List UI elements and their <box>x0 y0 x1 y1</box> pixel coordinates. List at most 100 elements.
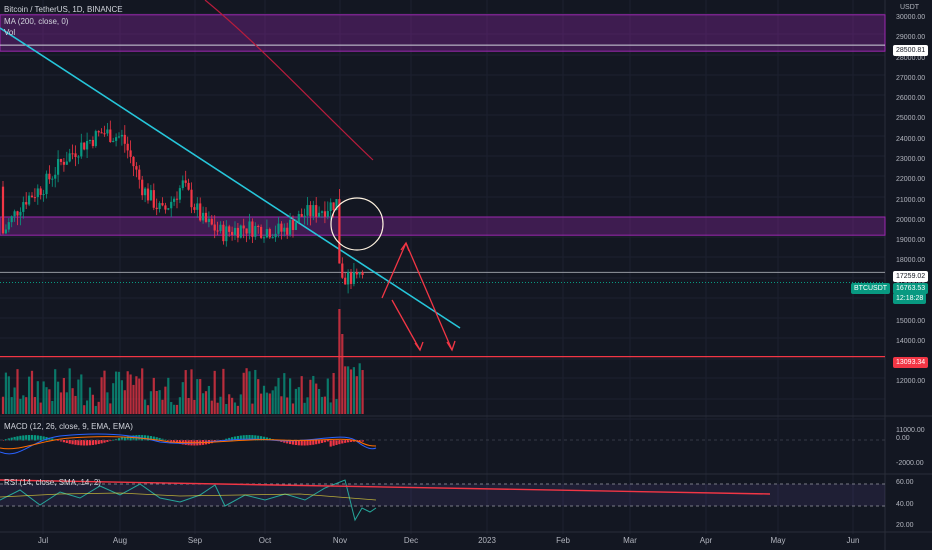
macd-histogram-bar <box>77 440 80 446</box>
level-price-tag: 17259.02 <box>893 271 929 282</box>
rsi-tick-label: 40.00 <box>896 501 914 508</box>
macd-histogram-bar <box>91 440 94 445</box>
price-tick-label: 12000.00 <box>896 378 926 385</box>
price-tick-label: 28000.00 <box>896 55 926 62</box>
candle-body <box>265 229 268 238</box>
macd-histogram-bar <box>306 440 309 446</box>
candle-body <box>341 263 344 278</box>
price-tick-label: 29000.00 <box>896 34 926 41</box>
date-tick-label: Oct <box>258 536 272 545</box>
macd-histogram-bar <box>126 436 129 441</box>
volume-bar <box>7 376 10 414</box>
volume-bar <box>187 398 190 414</box>
candle-body <box>207 218 210 222</box>
rsi-line <box>0 479 377 522</box>
volume-bar <box>202 393 205 414</box>
candle-body <box>332 202 335 211</box>
volume-bar <box>326 378 329 414</box>
candle-body <box>312 205 315 217</box>
candle-body <box>289 220 292 235</box>
volume-bar <box>349 369 353 414</box>
candle-body <box>141 179 144 196</box>
volume-bar <box>115 371 118 414</box>
candle-body <box>196 203 199 210</box>
volume-bar <box>103 370 106 414</box>
macd-tick-label: 0.00 <box>896 435 910 442</box>
volume-bar <box>74 395 77 414</box>
volume-bar <box>294 388 297 414</box>
candle-body <box>257 226 260 228</box>
volume-bar <box>62 377 65 414</box>
candle-body <box>167 208 170 210</box>
volume-bar <box>312 375 315 414</box>
volume-bar <box>352 367 355 414</box>
volume-bar <box>184 370 187 414</box>
volume-bar <box>236 405 239 414</box>
date-tick-label: 2023 <box>478 536 496 545</box>
volume-bar <box>109 403 112 414</box>
volume-bar <box>358 363 361 414</box>
symbol-legend[interactable]: Bitcoin / TetherUS, 1D, BINANCE <box>4 5 123 14</box>
volume-bar <box>222 368 225 414</box>
candle-body <box>274 233 277 238</box>
vol-legend[interactable]: Vol <box>4 28 16 37</box>
candle-body <box>123 134 126 144</box>
volume-bar <box>173 404 176 414</box>
macd-histogram-bar <box>347 440 350 443</box>
candle-body <box>219 224 222 231</box>
candle-body <box>112 140 115 143</box>
macd-histogram-bar <box>22 435 25 441</box>
volume-bar <box>100 377 103 414</box>
volume-bar <box>277 377 280 414</box>
macd-legend[interactable]: MACD (12, 26, close, 9, EMA, EMA) <box>4 422 133 431</box>
candle-body <box>28 195 31 205</box>
candle-body <box>338 199 341 264</box>
candle-body <box>62 161 65 165</box>
candle-body <box>83 142 86 150</box>
candle-body <box>94 131 97 147</box>
macd-histogram-bar <box>158 437 161 441</box>
rsi-tick-label: 60.00 <box>896 479 914 486</box>
date-tick-label: Feb <box>556 536 570 545</box>
macd-histogram-bar <box>149 436 152 441</box>
macd-histogram-bar <box>257 435 260 441</box>
candle-body <box>115 137 118 141</box>
candle-body <box>286 227 289 235</box>
volume-bar <box>225 404 228 414</box>
volume-bar <box>361 370 364 414</box>
candle-body <box>291 220 295 231</box>
macd-histogram-bar <box>315 440 318 445</box>
volume-bar <box>335 399 338 414</box>
macd-histogram-bar <box>262 436 266 441</box>
volume-bar <box>112 383 115 414</box>
volume-bar <box>144 399 147 414</box>
candle-body <box>303 215 306 217</box>
volume-bar <box>239 394 242 414</box>
macd-histogram-bar <box>25 435 28 441</box>
volume-bar <box>91 394 94 414</box>
highlight-circle <box>330 197 384 251</box>
candle-body <box>25 202 28 205</box>
date-tick-label: Sep <box>187 536 203 545</box>
macd-histogram-bar <box>228 437 231 441</box>
volume-bar <box>283 373 286 414</box>
price-tick-label: 22000.00 <box>896 176 926 183</box>
candle-body <box>77 156 80 158</box>
candle-body <box>245 228 248 234</box>
macd-histogram-bar <box>300 440 303 446</box>
candle-body <box>335 199 338 211</box>
candle-body <box>178 188 181 200</box>
macd-histogram-bar <box>178 440 181 444</box>
candle-body <box>347 272 350 285</box>
volume-bar <box>45 387 48 414</box>
macd-histogram-bar <box>254 435 257 441</box>
macd-histogram-bar <box>33 435 36 441</box>
ma-legend[interactable]: MA (200, close, 0) <box>4 17 69 26</box>
macd-histogram-bar <box>170 440 173 442</box>
macd-histogram-bar <box>4 439 7 441</box>
macd-histogram-bar <box>358 440 361 442</box>
rsi-legend[interactable]: RSI (14, close, SMA, 14, 2) <box>4 478 101 487</box>
price-tick-label: 14000.00 <box>896 338 926 345</box>
